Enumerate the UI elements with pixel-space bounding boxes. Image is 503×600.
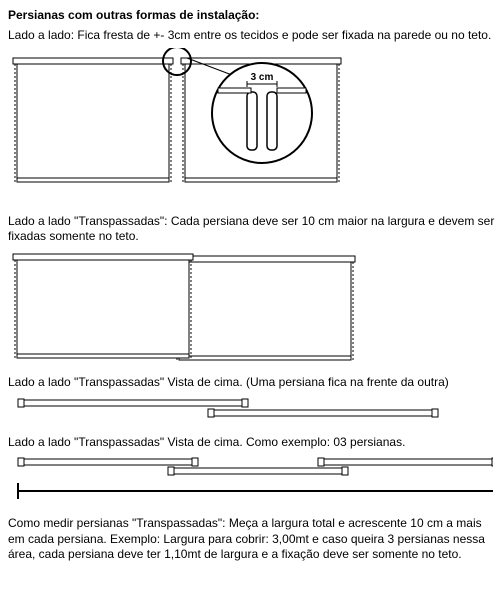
diagram-top-view-2 bbox=[8, 394, 495, 429]
section3-text: Lado a lado "Transpassadas" Vista de cim… bbox=[8, 375, 495, 391]
svg-text:3 cm: 3 cm bbox=[251, 72, 274, 83]
diagram-overlapped-front bbox=[8, 249, 495, 369]
page-title: Persianas com outras formas de instalaçã… bbox=[8, 8, 495, 22]
footer-text: Como medir persianas "Transpassadas": Me… bbox=[8, 516, 495, 563]
section1-text: Lado a lado: Fica fresta de +- 3cm entre… bbox=[8, 28, 495, 44]
section4-text: Lado a lado "Transpassadas" Vista de cim… bbox=[8, 435, 495, 451]
section2-text: Lado a lado "Transpassadas": Cada persia… bbox=[8, 214, 495, 245]
diagram-top-view-3 bbox=[8, 455, 495, 510]
diagram-side-by-side: 3 cm bbox=[8, 48, 495, 208]
